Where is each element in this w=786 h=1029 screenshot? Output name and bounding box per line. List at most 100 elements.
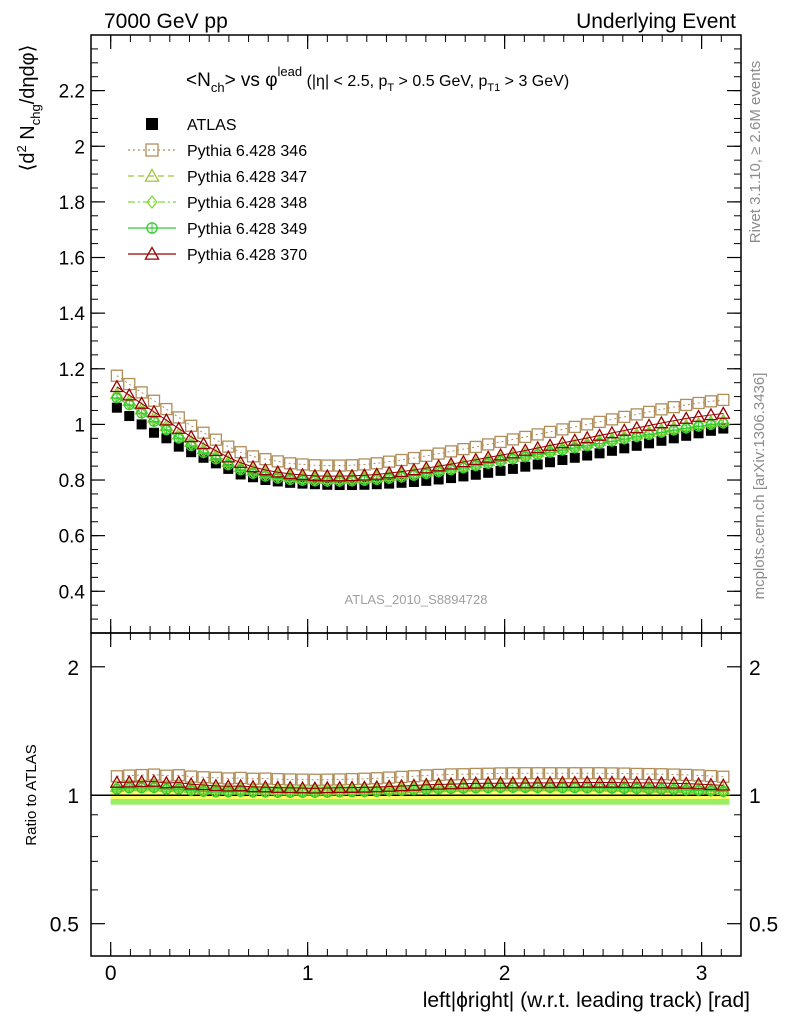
ratio-point bbox=[703, 777, 719, 791]
data-point bbox=[655, 403, 668, 416]
ratio-point bbox=[592, 775, 607, 788]
ratio-point bbox=[258, 779, 273, 793]
ratio-point bbox=[320, 780, 335, 794]
data-point bbox=[505, 445, 521, 459]
ratio-ytick-label-right: 1 bbox=[749, 785, 761, 808]
main-ytick-label: 1.4 bbox=[59, 304, 86, 325]
ratio-point bbox=[148, 782, 160, 794]
main-ytick-label: 0.4 bbox=[59, 582, 86, 603]
data-point bbox=[284, 474, 296, 486]
ratio-point bbox=[530, 775, 545, 789]
series-pythia-6-428-370 bbox=[109, 379, 731, 482]
ratio-point bbox=[210, 786, 222, 798]
data-point bbox=[381, 465, 397, 479]
main-ylabel: ⟨d2 Nchg/dηdφ⟩ bbox=[14, 45, 43, 172]
data-point bbox=[555, 435, 570, 449]
ratio-point bbox=[630, 767, 643, 781]
ratio-point bbox=[704, 769, 718, 783]
data-point bbox=[124, 411, 135, 422]
ratio-point bbox=[357, 780, 372, 793]
ratio-point bbox=[431, 777, 446, 790]
data-point bbox=[420, 449, 433, 462]
data-point bbox=[506, 433, 520, 446]
ratio-point bbox=[173, 783, 185, 795]
ratio-ytick-label: 1 bbox=[67, 785, 79, 808]
ratio-point bbox=[270, 780, 285, 793]
data-point bbox=[394, 464, 409, 478]
ratio-series-pythia-6-428-370 bbox=[109, 774, 731, 794]
ratio-point bbox=[221, 778, 236, 792]
data-point bbox=[470, 469, 481, 480]
data-point bbox=[518, 443, 533, 456]
ratio-point bbox=[198, 786, 210, 798]
data-point bbox=[569, 442, 581, 454]
data-point bbox=[433, 466, 445, 478]
legend-item: Pythia 6.428 347 bbox=[128, 168, 307, 186]
legend-marker bbox=[144, 246, 160, 260]
ratio-point bbox=[643, 783, 655, 795]
ratio-point bbox=[604, 775, 620, 788]
data-point bbox=[221, 449, 236, 463]
data-point bbox=[507, 453, 519, 465]
ratio-point bbox=[456, 776, 471, 790]
legend-item: Pythia 6.428 346 bbox=[128, 143, 307, 160]
data-point bbox=[444, 445, 458, 458]
legend-item: Pythia 6.428 370 bbox=[128, 246, 307, 264]
data-point bbox=[716, 406, 731, 419]
data-point bbox=[282, 466, 298, 480]
ratio-plot-frame bbox=[90, 632, 742, 957]
main-ytick-label: 1.8 bbox=[59, 193, 85, 214]
ratio-point bbox=[594, 782, 606, 794]
ratio-point bbox=[705, 785, 717, 797]
data-point bbox=[443, 456, 459, 470]
data-point bbox=[543, 425, 557, 439]
ratio-point bbox=[716, 777, 731, 791]
ratio-ytick-label: 0.5 bbox=[50, 914, 79, 937]
data-point bbox=[617, 423, 632, 436]
data-point bbox=[457, 462, 469, 474]
data-point bbox=[421, 475, 432, 486]
legend-marker bbox=[146, 118, 158, 130]
data-point bbox=[568, 420, 581, 434]
ratio-point bbox=[332, 780, 347, 794]
data-point bbox=[581, 440, 593, 452]
ratio-point bbox=[109, 775, 125, 788]
data-point bbox=[580, 430, 595, 444]
data-point bbox=[641, 418, 657, 431]
data-point bbox=[186, 447, 197, 458]
ratio-axis-ticks: 0.5 0.5 1 1 2 2 0 1 2 3 bbox=[50, 633, 778, 985]
data-point bbox=[258, 462, 273, 476]
data-point bbox=[173, 441, 184, 452]
data-point bbox=[693, 428, 704, 439]
data-point bbox=[208, 443, 224, 457]
data-point bbox=[630, 408, 643, 421]
data-point bbox=[531, 428, 544, 441]
xtick-label: 1 bbox=[302, 962, 314, 985]
ratio-point bbox=[443, 776, 459, 790]
data-point bbox=[556, 423, 569, 436]
data-point bbox=[567, 433, 582, 446]
data-point bbox=[644, 438, 655, 449]
data-point bbox=[149, 427, 160, 438]
data-point bbox=[307, 468, 323, 482]
ratio-point bbox=[505, 775, 521, 789]
xtick-label: 3 bbox=[696, 962, 708, 985]
legend-marker bbox=[145, 143, 159, 157]
data-point bbox=[111, 392, 123, 404]
data-point bbox=[433, 474, 444, 485]
data-point bbox=[530, 440, 545, 454]
data-point bbox=[272, 472, 284, 484]
ratio-ytick-label-right: 0.5 bbox=[749, 914, 778, 937]
ratio-point bbox=[692, 769, 705, 782]
data-point bbox=[668, 433, 679, 444]
ratio-point bbox=[136, 782, 148, 794]
ratio-point bbox=[717, 770, 730, 783]
data-point bbox=[445, 464, 457, 476]
data-point bbox=[495, 455, 507, 467]
ratio-ylabel: Ratio to ATLAS bbox=[23, 744, 40, 845]
ratio-point bbox=[617, 775, 632, 789]
data-point bbox=[606, 445, 617, 456]
ratio-point bbox=[717, 786, 729, 798]
main-ytick-label: 2.2 bbox=[59, 82, 85, 103]
ratio-point bbox=[196, 777, 211, 791]
